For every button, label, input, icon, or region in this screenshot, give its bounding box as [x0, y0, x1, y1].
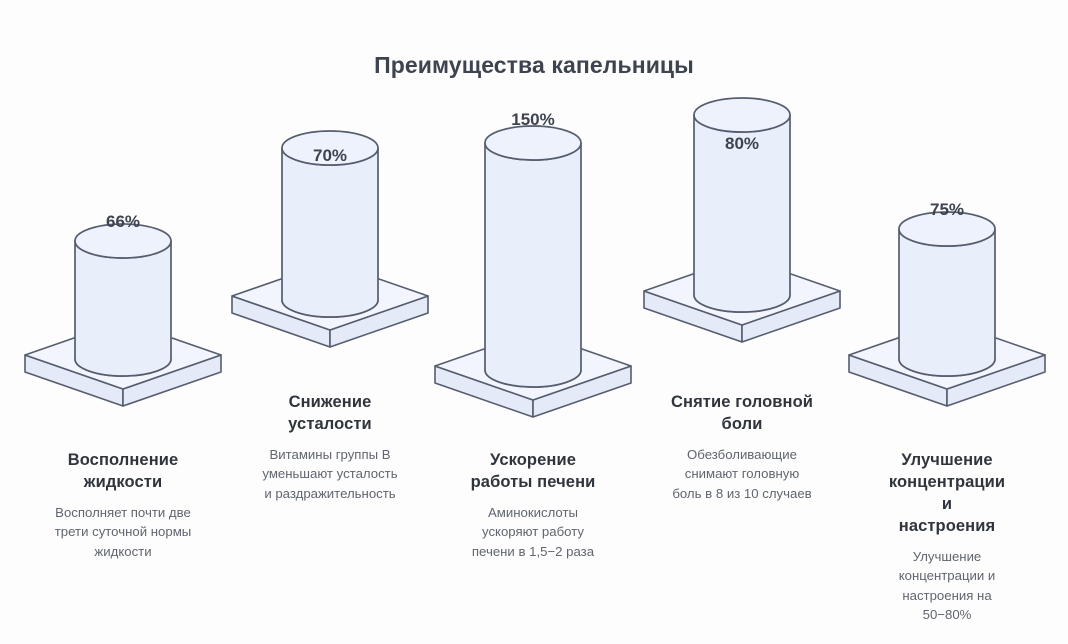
caption-title-line: Восполнение: [67, 451, 179, 469]
caption-desc-line: концентрации и: [898, 568, 996, 584]
caption-desc-hydration: Восполняет почти две трети суточной нормы…: [55, 503, 191, 561]
plate-side-left: [643, 290, 743, 343]
caption-hydration: Восполнение жидкости Восполняет почти две т…: [55, 450, 191, 561]
plate-side-left: [231, 295, 331, 348]
caption-title-line: боли: [721, 414, 763, 433]
cylinder-body: [484, 142, 582, 388]
cylinder-bottom-arc: [484, 369, 582, 388]
cylinder-bottom-arc: [74, 358, 172, 377]
plate-side-right: [122, 354, 222, 407]
cylinder-top-cap: [693, 97, 791, 133]
plate-top: [231, 261, 429, 331]
caption-desc-headache: Обезболивающие снимают головную боль в 8 и…: [671, 445, 813, 503]
plate-top: [643, 256, 841, 326]
value-label-hydration: 66%: [105, 212, 141, 231]
caption-title-line: настроения: [898, 516, 996, 535]
caption-headache: Снятие головной боли Обезболивающие снимают…: [671, 392, 813, 503]
value-label-fatigue: 70%: [312, 146, 348, 165]
caption-desc-focus: Улучшение концентрации и настроения на 50−…: [887, 547, 1008, 625]
caption-desc-line: Восполняет почти две: [55, 504, 191, 520]
value-label-focus: 75%: [929, 200, 965, 219]
value-label-headache: 80%: [724, 134, 760, 153]
caption-title-line: работы печени: [470, 472, 596, 491]
plate-side-left: [24, 354, 124, 407]
plate-side-right: [532, 365, 632, 418]
caption-desc-line: ускоряют работу: [482, 524, 584, 540]
cylinder-bottom-arc: [693, 294, 791, 313]
caption-desc-line: жидкости: [94, 543, 152, 559]
cylinder-bottom-arc: [898, 358, 996, 377]
caption-fatigue: Снижение усталости Витамины группы B уменьш…: [262, 392, 397, 503]
plate-top: [24, 320, 222, 390]
plate-side-right: [741, 290, 841, 343]
plate-top: [434, 331, 632, 401]
plate-side-right: [946, 354, 1046, 407]
caption-title-line: Снижение: [288, 393, 372, 411]
chart-item-focus: [848, 211, 1046, 407]
caption-title-liver: Ускорение работы печени: [471, 450, 596, 494]
caption-title-line: Ускорение: [490, 451, 576, 469]
caption-desc-line: и раздражительность: [264, 485, 396, 501]
caption-desc-line: снимают головную: [684, 466, 800, 482]
caption-title-line: жидкости: [83, 472, 163, 491]
value-label-liver: 150%: [511, 110, 555, 129]
caption-desc-line: уменьшают усталость: [262, 466, 398, 482]
chart-item-liver: [434, 125, 632, 418]
caption-title-line: усталости: [288, 414, 372, 433]
cylinder-body: [74, 240, 172, 377]
cylinder-top-cap: [484, 125, 582, 161]
cylinder-bottom-arc: [281, 299, 379, 318]
page-title: Преимущества капельницы: [374, 52, 694, 78]
caption-liver: Ускорение работы печени Аминокислоты ускоря…: [471, 450, 596, 561]
cylinder-body: [898, 228, 996, 377]
plate-side-left: [848, 354, 948, 407]
caption-title-hydration: Восполнение жидкости: [55, 450, 191, 494]
caption-desc-line: Аминокислоты: [488, 504, 578, 520]
caption-desc-line: печени в 1,5−2 раза: [471, 543, 595, 559]
caption-desc-fatigue: Витамины группы B уменьшают усталость и ра…: [262, 445, 397, 503]
caption-desc-line: Улучшение: [912, 548, 982, 564]
caption-desc-line: трети суточной нормы: [54, 524, 192, 540]
caption-title-line: Улучшение: [901, 451, 993, 469]
caption-title-line: концентрации и: [888, 472, 1006, 513]
cylinder-body: [281, 147, 379, 318]
caption-title-focus: Улучшение концентрации и настроения: [887, 450, 1008, 538]
caption-title-fatigue: Снижение усталости: [262, 392, 397, 436]
caption-title-line: Снятие головной: [671, 393, 813, 411]
plate-side-left: [434, 365, 534, 418]
caption-desc-line: настроения на 50−80%: [902, 587, 992, 622]
caption-desc-line: Витамины группы B: [269, 446, 391, 462]
chart-item-hydration: [24, 223, 222, 407]
caption-desc-line: Обезболивающие: [687, 446, 797, 462]
caption-focus: Улучшение концентрации и настроения Улучшен…: [887, 450, 1008, 624]
plate-side-right: [329, 295, 429, 348]
plate-top: [848, 320, 1046, 390]
caption-desc-liver: Аминокислоты ускоряют работу печени в 1,5−…: [471, 503, 596, 561]
caption-title-headache: Снятие головной боли: [671, 392, 813, 436]
caption-desc-line: боль в 8 из 10 случаев: [672, 485, 812, 501]
